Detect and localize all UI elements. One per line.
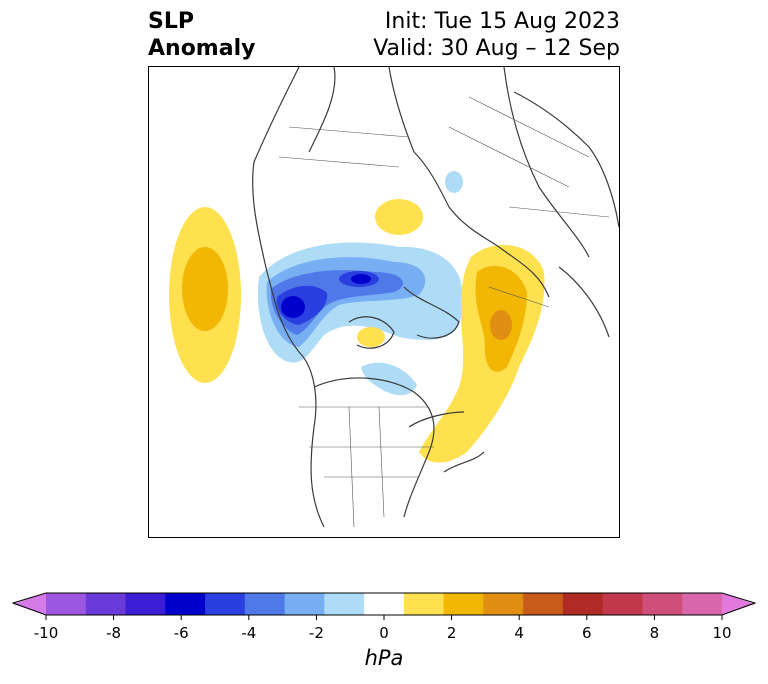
colorbar-cell	[403, 593, 445, 615]
init-date: Init: Tue 15 Aug 2023	[384, 9, 620, 34]
colorbar-tick-label: 10	[712, 624, 732, 642]
colorbar-outline	[11, 592, 757, 616]
colorbar-cell	[244, 593, 286, 615]
anomaly-arctic-small	[445, 171, 463, 193]
title-line-1: SLP	[148, 9, 194, 34]
colorbar-tick-label: -6	[173, 624, 189, 642]
map-canvas	[169, 67, 619, 528]
colorbar-units: hPa	[364, 646, 404, 670]
valid-range: Valid: 30 Aug – 12 Sep	[373, 36, 620, 61]
colorbar-tick-label: -8	[106, 624, 122, 642]
colorbar-cell	[682, 593, 723, 615]
anomaly-siberia	[375, 199, 423, 235]
colorbar-tick-label: -10	[33, 624, 59, 642]
colorbar-tick-label: -4	[241, 624, 257, 642]
forecast-dates: Init: Tue 15 Aug 2023 Valid: 30 Aug – 12…	[373, 8, 620, 62]
anomaly-canada-arctic	[257, 242, 463, 396]
colorbar-cell	[125, 593, 166, 615]
anomaly-north-pacific	[169, 207, 241, 383]
colorbar-tick-label: 0	[379, 624, 389, 642]
anomaly-hudson-bay	[357, 327, 385, 347]
colorbar-extend-high	[722, 593, 755, 615]
colorbar-cell	[205, 593, 246, 615]
map-panel	[148, 66, 620, 538]
anomaly-europe-atlantic	[419, 245, 545, 463]
coastlines	[252, 67, 619, 528]
colorbar-cell	[602, 593, 643, 615]
colorbar-cell	[85, 593, 127, 615]
colorbar-tick-label: -2	[308, 624, 324, 642]
colorbar-cell	[165, 593, 206, 615]
colorbar-tick-label: 8	[649, 624, 660, 642]
title-line-2: Anomaly	[148, 36, 256, 61]
colorbar-tick-label: 2	[446, 624, 457, 642]
colorbar-tick-label: 4	[514, 624, 524, 642]
colorbar-cell	[483, 593, 524, 615]
colorbar-cell	[364, 593, 405, 615]
political-borders	[278, 96, 610, 528]
colorbar-tick-label: 6	[582, 624, 592, 642]
colorbar-cell	[324, 593, 365, 615]
colorbar-cell	[642, 593, 683, 615]
colorbar	[11, 592, 757, 620]
colorbar-cell	[562, 593, 604, 615]
colorbar-extend-low	[13, 593, 46, 615]
colorbar-cell	[523, 593, 564, 615]
colorbar-cell	[284, 593, 325, 615]
colorbar-cell	[443, 593, 484, 615]
map-title: SLP Anomaly	[148, 8, 255, 62]
colorbar-cell	[46, 593, 87, 615]
